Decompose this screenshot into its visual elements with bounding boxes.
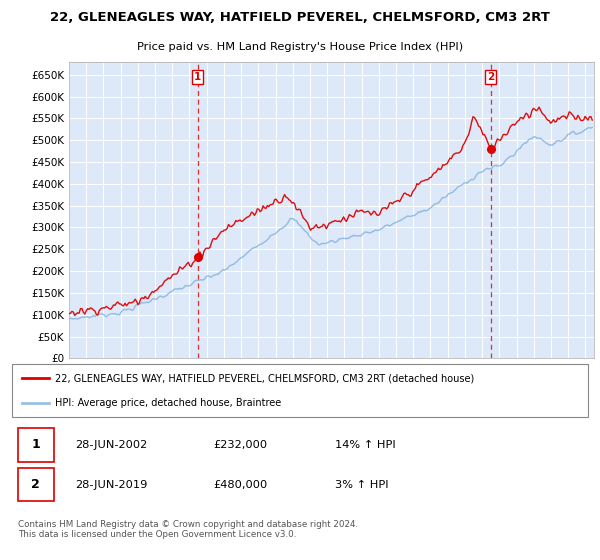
Text: 14% ↑ HPI: 14% ↑ HPI [335, 440, 395, 450]
Text: 22, GLENEAGLES WAY, HATFIELD PEVEREL, CHELMSFORD, CM3 2RT: 22, GLENEAGLES WAY, HATFIELD PEVEREL, CH… [50, 11, 550, 24]
Text: 2: 2 [31, 478, 40, 491]
Text: 1: 1 [31, 438, 40, 451]
FancyBboxPatch shape [18, 468, 54, 501]
Text: Price paid vs. HM Land Registry's House Price Index (HPI): Price paid vs. HM Land Registry's House … [137, 42, 463, 52]
Text: 3% ↑ HPI: 3% ↑ HPI [335, 480, 388, 489]
FancyBboxPatch shape [12, 364, 588, 417]
Text: 28-JUN-2019: 28-JUN-2019 [76, 480, 148, 489]
Text: HPI: Average price, detached house, Braintree: HPI: Average price, detached house, Brai… [55, 398, 281, 408]
FancyBboxPatch shape [18, 428, 54, 461]
Text: 22, GLENEAGLES WAY, HATFIELD PEVEREL, CHELMSFORD, CM3 2RT (detached house): 22, GLENEAGLES WAY, HATFIELD PEVEREL, CH… [55, 374, 475, 384]
Text: 2: 2 [487, 72, 494, 82]
Text: 28-JUN-2002: 28-JUN-2002 [76, 440, 148, 450]
Text: Contains HM Land Registry data © Crown copyright and database right 2024.
This d: Contains HM Land Registry data © Crown c… [18, 520, 358, 539]
Text: £232,000: £232,000 [214, 440, 268, 450]
Text: £480,000: £480,000 [214, 480, 268, 489]
Text: 1: 1 [194, 72, 202, 82]
